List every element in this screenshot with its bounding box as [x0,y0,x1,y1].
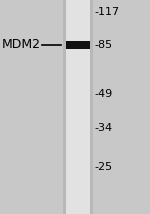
Text: -49: -49 [94,89,113,99]
Text: -85: -85 [94,40,113,50]
Text: -117: -117 [94,7,120,17]
Text: -34: -34 [94,123,113,133]
Bar [63,0,66,214]
Bar [66,41,90,49]
Bar [90,0,93,214]
Bar [63,0,93,214]
Text: MDM2: MDM2 [2,39,40,51]
Text: -25: -25 [94,162,113,172]
